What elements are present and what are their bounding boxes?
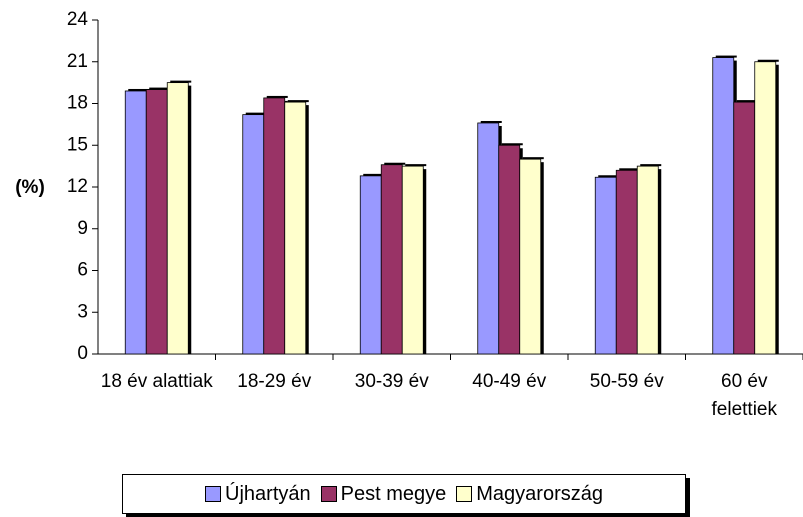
- y-tick-label: 21: [67, 51, 88, 72]
- bar-top: [736, 100, 758, 103]
- legend-item: Újhartyán: [205, 483, 311, 506]
- x-tick-label: 50-59 év: [589, 371, 664, 392]
- bar-top: [266, 95, 288, 98]
- legend-label: Újhartyán: [225, 482, 311, 505]
- bar-top: [522, 157, 544, 160]
- y-tick-label: 18: [67, 93, 88, 114]
- bar: [615, 169, 638, 355]
- y-tick-label: 6: [77, 260, 88, 281]
- legend-item: Pest megye: [320, 482, 447, 506]
- y-tick-label: 9: [77, 218, 88, 239]
- x-tick-label: 18-29 év: [237, 371, 312, 392]
- bar-top: [480, 120, 502, 123]
- x-tick-label: 18 év alattiak: [100, 371, 213, 392]
- y-tick-label: 24: [67, 9, 89, 30]
- bar-shadow: [188, 85, 192, 354]
- bar-top: [640, 164, 662, 167]
- bar-top: [405, 164, 427, 167]
- bar: [733, 101, 756, 355]
- bar: [712, 57, 735, 355]
- x-tick-label: 40-49 év: [472, 371, 547, 392]
- bar-top: [287, 100, 309, 103]
- legend-label: Pest megye: [340, 482, 447, 505]
- bar-top: [170, 80, 192, 83]
- bar: [145, 89, 168, 355]
- bar: [242, 114, 265, 355]
- bar-top: [384, 162, 406, 165]
- bar-shadow: [305, 105, 309, 354]
- bar-top: [598, 175, 620, 178]
- y-tick-label: 12: [67, 176, 88, 197]
- bar: [477, 122, 500, 355]
- y-tick-label: 15: [67, 134, 88, 155]
- y-tick-label: 0: [77, 343, 88, 364]
- bar: [519, 158, 542, 355]
- bar: [754, 61, 777, 355]
- legend: Újhartyán Pest megye Magyarország: [122, 474, 686, 514]
- bar-top: [501, 143, 523, 146]
- bar: [401, 165, 424, 355]
- bar-top: [715, 55, 737, 58]
- bar: [124, 90, 147, 355]
- bar-shadow: [658, 169, 662, 354]
- bar-top: [363, 173, 385, 176]
- bar: [594, 176, 617, 355]
- bar-top: [619, 168, 641, 171]
- bar-top: [245, 112, 267, 115]
- bar-top: [757, 59, 779, 62]
- legend-label: Magyarország: [476, 482, 603, 505]
- bar: [284, 101, 307, 355]
- y-tick-label: 3: [77, 301, 88, 322]
- bar: [380, 164, 403, 355]
- bar-top: [128, 88, 150, 91]
- legend-swatch: [205, 486, 222, 502]
- x-tick-label: 30-39 év: [354, 371, 429, 392]
- bar-shadow: [540, 162, 544, 354]
- bar-shadow: [423, 169, 427, 354]
- bar: [359, 175, 382, 355]
- x-tick-label: 60 év felettiek: [711, 371, 777, 420]
- legend-swatch: [320, 486, 337, 502]
- legend-item: Magyarország: [456, 483, 603, 506]
- bar: [636, 165, 659, 355]
- bar: [498, 144, 521, 355]
- legend-swatch: [456, 486, 473, 502]
- bar-shadow: [775, 64, 779, 354]
- y-axis-label: (%): [15, 177, 45, 198]
- bar: [166, 82, 189, 355]
- bar: [263, 97, 286, 355]
- bar-top: [149, 87, 171, 90]
